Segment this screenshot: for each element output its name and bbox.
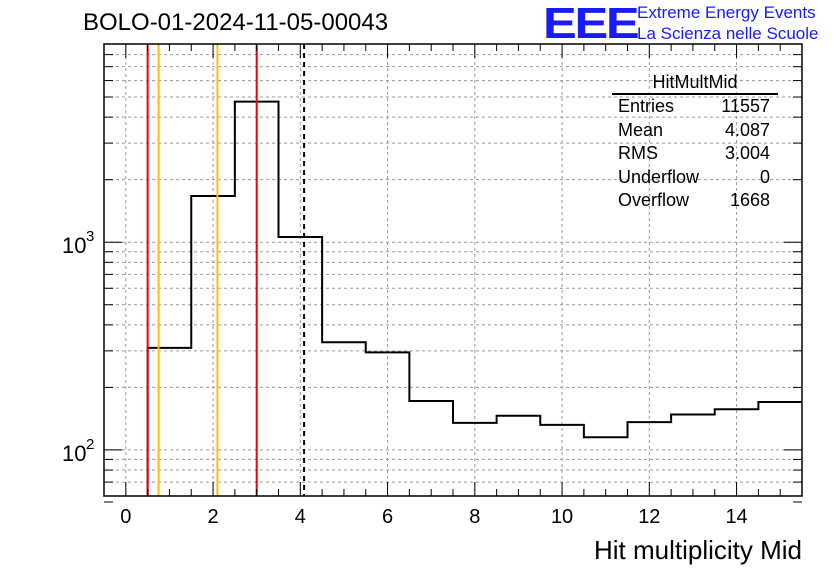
y-tick-exponent: 2 bbox=[86, 436, 94, 453]
stats-label: Underflow bbox=[618, 166, 700, 187]
x-tick-label: 14 bbox=[725, 506, 747, 528]
histogram-bin bbox=[279, 237, 323, 496]
eee-logo: EEE bbox=[543, 0, 640, 48]
stats-label: Mean bbox=[618, 119, 664, 140]
x-tick-label: 10 bbox=[551, 506, 573, 528]
stats-value: 11557 bbox=[721, 96, 770, 116]
stats-row-overflow: Overflow 1668 bbox=[612, 189, 778, 213]
stats-row-entries: Entries 11557 bbox=[612, 95, 778, 119]
stats-value: 3.004 bbox=[724, 143, 770, 163]
x-tick-label: 2 bbox=[208, 506, 219, 528]
y-tick-label: 10 bbox=[62, 441, 86, 466]
logo-text-line1: Extreme Energy Events bbox=[637, 3, 816, 22]
histogram-bins bbox=[146, 100, 802, 496]
stats-label: Entries bbox=[618, 96, 675, 116]
x-tick-label: 8 bbox=[469, 506, 480, 528]
x-tick-label: 4 bbox=[295, 506, 306, 528]
x-tick-label: 0 bbox=[120, 506, 131, 528]
stats-label: RMS bbox=[618, 143, 658, 163]
histogram-outline bbox=[146, 100, 802, 496]
stats-value: 4.087 bbox=[724, 119, 770, 140]
histogram-bin bbox=[322, 342, 366, 496]
histogram-bin bbox=[671, 415, 715, 496]
x-tick-label: 6 bbox=[382, 506, 393, 528]
histogram-bin bbox=[497, 416, 541, 496]
stats-row-underflow: Underflow 0 bbox=[612, 166, 778, 190]
stats-title: HitMultMid bbox=[612, 72, 778, 95]
x-axis-label: Hit multiplicity Mid bbox=[593, 535, 802, 565]
run-title: BOLO-01-2024-11-05-00043 bbox=[83, 9, 389, 36]
stats-row-rms: RMS 3.004 bbox=[612, 142, 778, 166]
stats-label: Overflow bbox=[618, 190, 690, 210]
histogram-bin bbox=[148, 348, 192, 496]
stats-box: HitMultMid Entries 11557 Mean 4.087 RMS … bbox=[612, 72, 778, 213]
stats-value: 1668 bbox=[729, 190, 770, 210]
stats-row-mean: Mean 4.087 bbox=[612, 119, 778, 143]
x-tick-label: 12 bbox=[638, 506, 660, 528]
y-tick-label: 10 bbox=[62, 233, 86, 258]
y-tick-exponent: 3 bbox=[86, 228, 94, 245]
histogram-bin bbox=[584, 437, 628, 496]
logo-text-line2: La Scienza nelle Scuole bbox=[637, 24, 819, 43]
stats-value: 0 bbox=[759, 166, 770, 187]
